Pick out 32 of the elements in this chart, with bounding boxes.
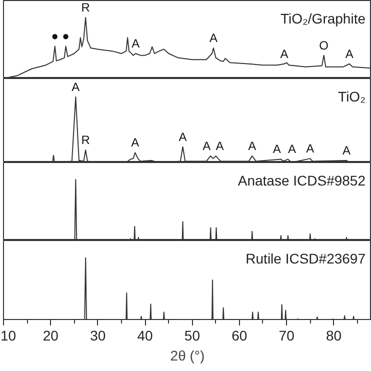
x-tick-label: 10 xyxy=(0,328,16,344)
x-tick-label: 80 xyxy=(326,328,342,344)
x-tick-label: 30 xyxy=(90,328,106,344)
annotation: ● xyxy=(62,29,70,44)
chart-title: TiO₂/Graphite xyxy=(280,10,366,26)
x-tick-label: 60 xyxy=(232,328,248,344)
annotation: A xyxy=(202,138,211,153)
annotation: A xyxy=(342,144,351,158)
x-axis-title: 2θ (°) xyxy=(170,348,205,364)
x-tick-label: 70 xyxy=(278,328,295,344)
chart-title: Anatase ICDS#9852 xyxy=(238,172,366,188)
x-tick-label: 40 xyxy=(137,328,154,344)
annotation: A xyxy=(209,31,218,46)
annotation: A xyxy=(345,46,354,61)
annotation: O xyxy=(319,38,329,52)
annotation: A xyxy=(216,138,224,153)
chart-title: Rutile ICSD#23697 xyxy=(246,250,366,266)
annotation: A xyxy=(306,142,314,156)
x-tick-label: 50 xyxy=(184,328,200,344)
chart-title: TiO₂ xyxy=(338,88,366,104)
annotation: ● xyxy=(51,29,59,44)
annotation: R xyxy=(81,0,90,15)
annotation: A xyxy=(131,136,140,150)
annotation: A xyxy=(178,130,187,144)
annotation: A xyxy=(132,36,140,51)
annotation: R xyxy=(81,133,90,148)
x-tick-label: 20 xyxy=(42,328,59,344)
annotation: A xyxy=(288,142,296,156)
annotation: A xyxy=(248,138,256,153)
annotation: A xyxy=(280,46,288,61)
annotation: A xyxy=(72,80,80,94)
annotation: A xyxy=(272,142,281,156)
